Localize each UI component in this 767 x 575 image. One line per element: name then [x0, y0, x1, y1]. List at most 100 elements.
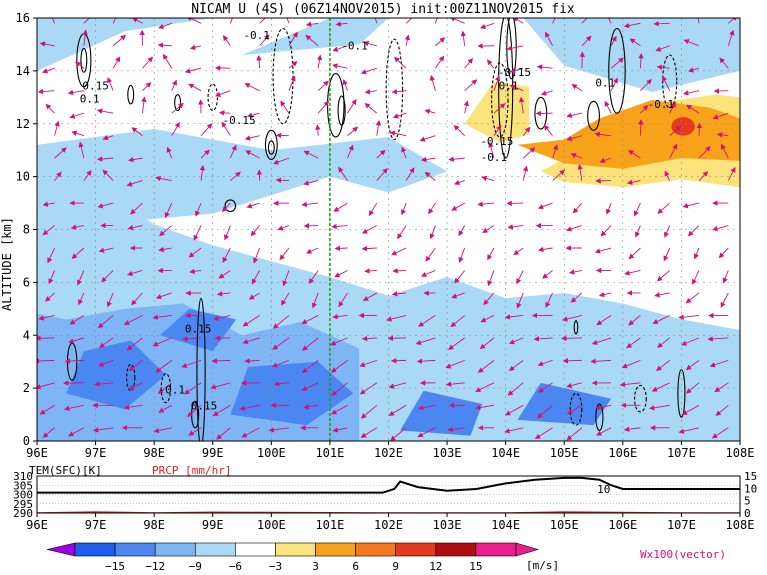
wind-vector [566, 112, 582, 118]
wind-vector [152, 337, 172, 347]
wind-vector [682, 202, 700, 209]
wind-vector [538, 382, 553, 393]
colorbar-segment [395, 542, 437, 557]
wind-vector [566, 225, 582, 232]
wind-vector [63, 404, 84, 411]
wind-vector [288, 31, 298, 47]
wind-vector [610, 77, 618, 91]
wind-vector [487, 247, 495, 261]
wind-vector [391, 88, 407, 95]
wind-vector [127, 224, 143, 231]
wind-vector [720, 292, 729, 308]
wind-vector [537, 404, 553, 419]
wind-vector [98, 247, 114, 253]
wind-vector [338, 166, 348, 181]
left-tick-label: 300 [13, 489, 33, 502]
chart-title: NICAM U (4S) (06Z14NOV2015) init:00Z11NO… [191, 2, 575, 17]
wind-vector [360, 427, 378, 438]
x-tick-label: 108E [726, 446, 755, 460]
wind-vector [562, 314, 582, 322]
wind-vector [493, 103, 506, 114]
shade-dark-b [230, 361, 354, 426]
shade-top-mid-blue [242, 18, 389, 56]
wind-vector [364, 88, 377, 95]
wind-vector [361, 225, 377, 234]
wind-vector [94, 381, 114, 387]
contour-positive [587, 100, 600, 131]
wind-vector [434, 55, 445, 69]
wind-vector [419, 135, 436, 142]
wind-vector [542, 270, 553, 279]
legend-tem: TEM(SFC)[K] [29, 464, 102, 477]
wind-vector [727, 166, 736, 181]
wind-vector [424, 108, 436, 115]
wind-vector [577, 163, 583, 181]
wind-vector [598, 291, 612, 298]
wind-vector [171, 102, 184, 114]
wind-vector [623, 22, 641, 29]
y-tick-label: 12 [16, 117, 30, 131]
wind-vector [538, 246, 553, 253]
y-axis-label: ALTITUDE [km] [0, 217, 14, 311]
wind-vector [623, 426, 641, 432]
wind-vector [248, 292, 260, 300]
right-tick-label: 0 [744, 507, 751, 520]
surface-x-tick-label: 106E [608, 518, 637, 532]
wind-vector [391, 291, 407, 297]
wind-vector [331, 382, 348, 396]
wind-vector [566, 427, 583, 441]
contour-positive [267, 140, 275, 155]
wind-vector [488, 141, 495, 159]
wind-vector [715, 404, 729, 416]
wind-vector [656, 270, 670, 282]
wind-vector [541, 90, 553, 96]
wind-vector [363, 40, 377, 47]
wind-vector [216, 427, 231, 440]
wind-vector [604, 100, 612, 114]
colorbar-segment [315, 542, 356, 557]
wind-vector [707, 336, 729, 342]
x-tick-label: 97E [85, 446, 107, 460]
wind-vector [288, 75, 296, 91]
contour-positive [573, 320, 579, 335]
x-tick-label: 98E [143, 446, 165, 460]
wind-vector [678, 427, 700, 434]
wind-vector [131, 292, 143, 306]
wind-vector [188, 247, 202, 258]
wind-vector [678, 314, 700, 320]
wind-vector [142, 82, 152, 92]
wind-vector [330, 337, 348, 346]
wind-vector [128, 156, 143, 163]
wind-vector [664, 225, 671, 238]
y-tick-label: 14 [16, 64, 30, 78]
wind-vector [229, 144, 237, 159]
wind-vector [259, 18, 266, 24]
contour-label: -0.1 [243, 29, 270, 42]
wind-vector [305, 21, 319, 27]
wind-vector [317, 100, 330, 114]
wind-vector [506, 45, 524, 51]
wind-vector [221, 121, 231, 136]
wind-vector [685, 360, 700, 371]
wind-vector [683, 39, 700, 47]
wind-vector [429, 225, 436, 240]
contour-label: -0.15 [480, 135, 513, 148]
wind-vector [77, 270, 85, 286]
wind-vector [464, 79, 478, 92]
wind-vector [301, 360, 319, 373]
contour-positive [174, 94, 182, 112]
wind-vector [579, 51, 585, 69]
wind-vector [664, 170, 671, 181]
wind-vector [273, 157, 290, 165]
contour-label: 0.1 [80, 93, 100, 106]
surface-x-tick-label: 104E [491, 518, 520, 532]
wind-vector [302, 337, 319, 351]
wind-vector [405, 167, 415, 181]
wind-vector [97, 202, 114, 209]
wind-vector [361, 335, 377, 342]
contour-label: -0.1 [481, 151, 508, 164]
wind-vector [69, 315, 85, 325]
shade-orange [517, 99, 740, 169]
contour-positive [224, 199, 237, 213]
